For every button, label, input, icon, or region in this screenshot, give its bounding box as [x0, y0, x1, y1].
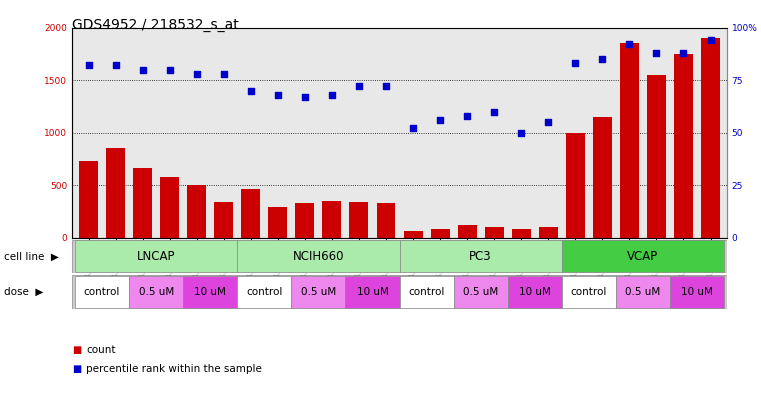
Point: [272, 92, 284, 98]
Text: dose  ▶: dose ▶: [4, 287, 43, 297]
Bar: [511, 230, 530, 238]
Bar: [400, 276, 454, 308]
Bar: [562, 276, 616, 308]
Point: [380, 83, 392, 90]
Text: count: count: [86, 345, 116, 355]
Bar: [129, 276, 183, 308]
Text: 10 uM: 10 uM: [194, 287, 226, 297]
Bar: [79, 161, 98, 238]
Point: [353, 83, 365, 90]
Point: [434, 117, 446, 123]
Text: 0.5 uM: 0.5 uM: [626, 287, 661, 297]
Point: [569, 60, 581, 66]
Bar: [75, 276, 129, 308]
Bar: [106, 149, 125, 238]
Point: [190, 71, 202, 77]
Bar: [345, 276, 400, 308]
Bar: [323, 201, 342, 238]
Bar: [620, 43, 639, 238]
Point: [623, 41, 635, 48]
Point: [651, 50, 663, 56]
Bar: [670, 276, 724, 308]
Bar: [539, 227, 558, 238]
Bar: [593, 117, 612, 238]
Point: [245, 87, 257, 94]
Bar: [183, 276, 237, 308]
Point: [461, 113, 473, 119]
Point: [488, 108, 500, 115]
Point: [136, 66, 148, 73]
Text: ■: ■: [72, 364, 81, 375]
Bar: [215, 202, 233, 238]
Bar: [454, 276, 508, 308]
Bar: [237, 276, 291, 308]
Text: 10 uM: 10 uM: [519, 287, 551, 297]
Text: VCAP: VCAP: [627, 250, 658, 263]
Bar: [349, 202, 368, 238]
Bar: [566, 132, 584, 238]
Point: [110, 62, 122, 68]
Point: [326, 92, 338, 98]
Bar: [269, 207, 288, 238]
Bar: [562, 241, 724, 272]
Point: [677, 50, 689, 56]
Bar: [508, 276, 562, 308]
Text: 10 uM: 10 uM: [357, 287, 388, 297]
Text: control: control: [84, 287, 120, 297]
Bar: [295, 202, 314, 238]
Text: control: control: [571, 287, 607, 297]
Text: percentile rank within the sample: percentile rank within the sample: [86, 364, 262, 375]
Text: 0.5 uM: 0.5 uM: [301, 287, 336, 297]
Bar: [377, 202, 396, 238]
Point: [407, 125, 419, 132]
Text: 0.5 uM: 0.5 uM: [463, 287, 498, 297]
Bar: [75, 241, 237, 272]
Bar: [160, 177, 179, 238]
Point: [82, 62, 94, 68]
Text: control: control: [409, 287, 444, 297]
Point: [164, 66, 176, 73]
Text: control: control: [246, 287, 282, 297]
Point: [597, 56, 609, 62]
Point: [705, 37, 717, 43]
Bar: [616, 276, 670, 308]
Text: GDS4952 / 218532_s_at: GDS4952 / 218532_s_at: [72, 18, 239, 32]
Bar: [187, 185, 206, 238]
Bar: [701, 38, 720, 238]
Text: 10 uM: 10 uM: [681, 287, 713, 297]
Bar: [431, 230, 450, 238]
Bar: [647, 75, 666, 238]
Point: [218, 71, 230, 77]
Bar: [133, 168, 152, 238]
Bar: [237, 241, 400, 272]
Text: PC3: PC3: [470, 250, 492, 263]
Bar: [485, 227, 504, 238]
Bar: [291, 276, 345, 308]
Text: 0.5 uM: 0.5 uM: [139, 287, 174, 297]
Bar: [241, 189, 260, 238]
Point: [515, 129, 527, 136]
Text: ■: ■: [72, 345, 81, 355]
Bar: [403, 231, 422, 238]
Bar: [400, 241, 562, 272]
Bar: [674, 54, 693, 238]
Text: cell line  ▶: cell line ▶: [4, 252, 59, 261]
Bar: [457, 225, 476, 238]
Text: NCIH660: NCIH660: [293, 250, 344, 263]
Point: [299, 94, 311, 100]
Text: LNCAP: LNCAP: [137, 250, 175, 263]
Point: [542, 119, 554, 125]
